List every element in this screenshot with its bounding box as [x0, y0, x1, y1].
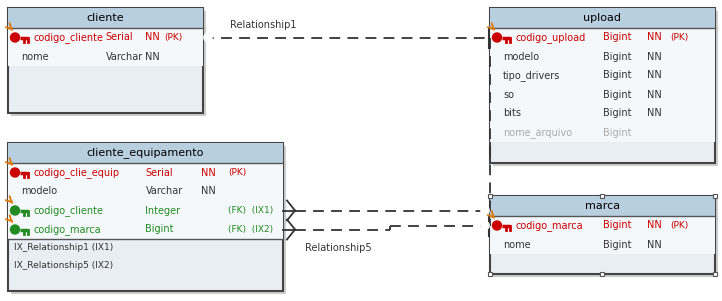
Text: (PK): (PK): [164, 33, 182, 42]
Text: codigo_cliente: codigo_cliente: [33, 32, 103, 43]
Text: Serial: Serial: [146, 167, 173, 178]
Text: modelo: modelo: [21, 187, 57, 197]
Circle shape: [11, 33, 19, 42]
Text: (FK)  (IX1): (FK) (IX1): [228, 206, 273, 215]
Text: (FK)  (IX2): (FK) (IX2): [228, 225, 273, 234]
Bar: [600, 272, 604, 276]
Text: NN: NN: [648, 33, 662, 42]
Text: tipo_drivers: tipo_drivers: [503, 70, 560, 81]
Text: (PK): (PK): [670, 221, 688, 230]
Bar: [713, 272, 717, 276]
Text: NN: NN: [144, 51, 160, 61]
Text: NN: NN: [648, 51, 662, 61]
Bar: [488, 194, 492, 198]
Text: NN: NN: [648, 89, 662, 100]
Text: Bigint: Bigint: [602, 33, 631, 42]
Text: Serial: Serial: [105, 33, 133, 42]
Text: nome: nome: [21, 51, 48, 61]
Text: NN: NN: [144, 33, 160, 42]
Bar: [600, 194, 604, 198]
FancyBboxPatch shape: [8, 8, 203, 28]
Text: bits: bits: [503, 108, 521, 119]
FancyBboxPatch shape: [11, 146, 286, 294]
Text: nome_arquivo: nome_arquivo: [503, 127, 572, 138]
Circle shape: [204, 33, 212, 42]
Text: Relationship5: Relationship5: [305, 243, 372, 253]
Text: NN: NN: [648, 221, 662, 231]
Text: upload: upload: [583, 13, 622, 23]
Text: codigo_clie_equip: codigo_clie_equip: [33, 167, 119, 178]
Text: Bigint: Bigint: [602, 240, 631, 250]
Text: codigo_marca: codigo_marca: [515, 220, 583, 231]
FancyBboxPatch shape: [490, 196, 715, 274]
Circle shape: [11, 225, 19, 234]
FancyBboxPatch shape: [490, 28, 715, 142]
Text: Varchar: Varchar: [146, 187, 183, 197]
Circle shape: [492, 33, 502, 42]
FancyBboxPatch shape: [8, 163, 283, 239]
Text: Bigint: Bigint: [602, 89, 631, 100]
Text: NN: NN: [648, 70, 662, 80]
Text: Bigint: Bigint: [602, 128, 631, 138]
FancyBboxPatch shape: [8, 143, 283, 163]
FancyBboxPatch shape: [490, 8, 715, 28]
Circle shape: [481, 206, 489, 215]
Text: Bigint: Bigint: [602, 108, 631, 119]
FancyBboxPatch shape: [8, 8, 203, 113]
Text: codigo_cliente: codigo_cliente: [33, 205, 103, 216]
Text: codigo_marca: codigo_marca: [33, 224, 100, 235]
Text: (PK): (PK): [670, 33, 688, 42]
Text: Bigint: Bigint: [602, 221, 631, 231]
Text: so: so: [503, 89, 514, 100]
Bar: [488, 272, 492, 276]
Text: marca: marca: [585, 201, 620, 211]
FancyBboxPatch shape: [8, 28, 203, 66]
Circle shape: [11, 206, 19, 215]
FancyBboxPatch shape: [490, 8, 715, 163]
Text: Bigint: Bigint: [146, 225, 174, 234]
Text: IX_Relationship1 (IX1): IX_Relationship1 (IX1): [14, 244, 113, 253]
Text: modelo: modelo: [503, 51, 539, 61]
FancyBboxPatch shape: [8, 143, 283, 291]
Text: NN: NN: [648, 240, 662, 250]
Text: NN: NN: [201, 187, 215, 197]
FancyBboxPatch shape: [490, 196, 715, 216]
Text: cliente_equipamento: cliente_equipamento: [87, 147, 204, 158]
Circle shape: [481, 222, 489, 229]
Bar: [713, 194, 717, 198]
Text: Bigint: Bigint: [602, 70, 631, 80]
Text: nome: nome: [503, 240, 531, 250]
Text: Varchar: Varchar: [105, 51, 143, 61]
FancyBboxPatch shape: [11, 11, 206, 116]
Circle shape: [492, 221, 502, 230]
Text: (PK): (PK): [228, 168, 246, 177]
FancyBboxPatch shape: [490, 216, 715, 254]
Text: NN: NN: [201, 167, 215, 178]
Circle shape: [11, 168, 19, 177]
Text: Relationship1: Relationship1: [230, 20, 297, 30]
Text: cliente: cliente: [87, 13, 124, 23]
FancyBboxPatch shape: [493, 11, 718, 166]
Text: Bigint: Bigint: [602, 51, 631, 61]
Text: NN: NN: [648, 108, 662, 119]
FancyBboxPatch shape: [493, 199, 718, 277]
Text: IX_Relationship5 (IX2): IX_Relationship5 (IX2): [14, 262, 113, 271]
Text: Integer: Integer: [146, 206, 180, 216]
Text: codigo_upload: codigo_upload: [515, 32, 586, 43]
